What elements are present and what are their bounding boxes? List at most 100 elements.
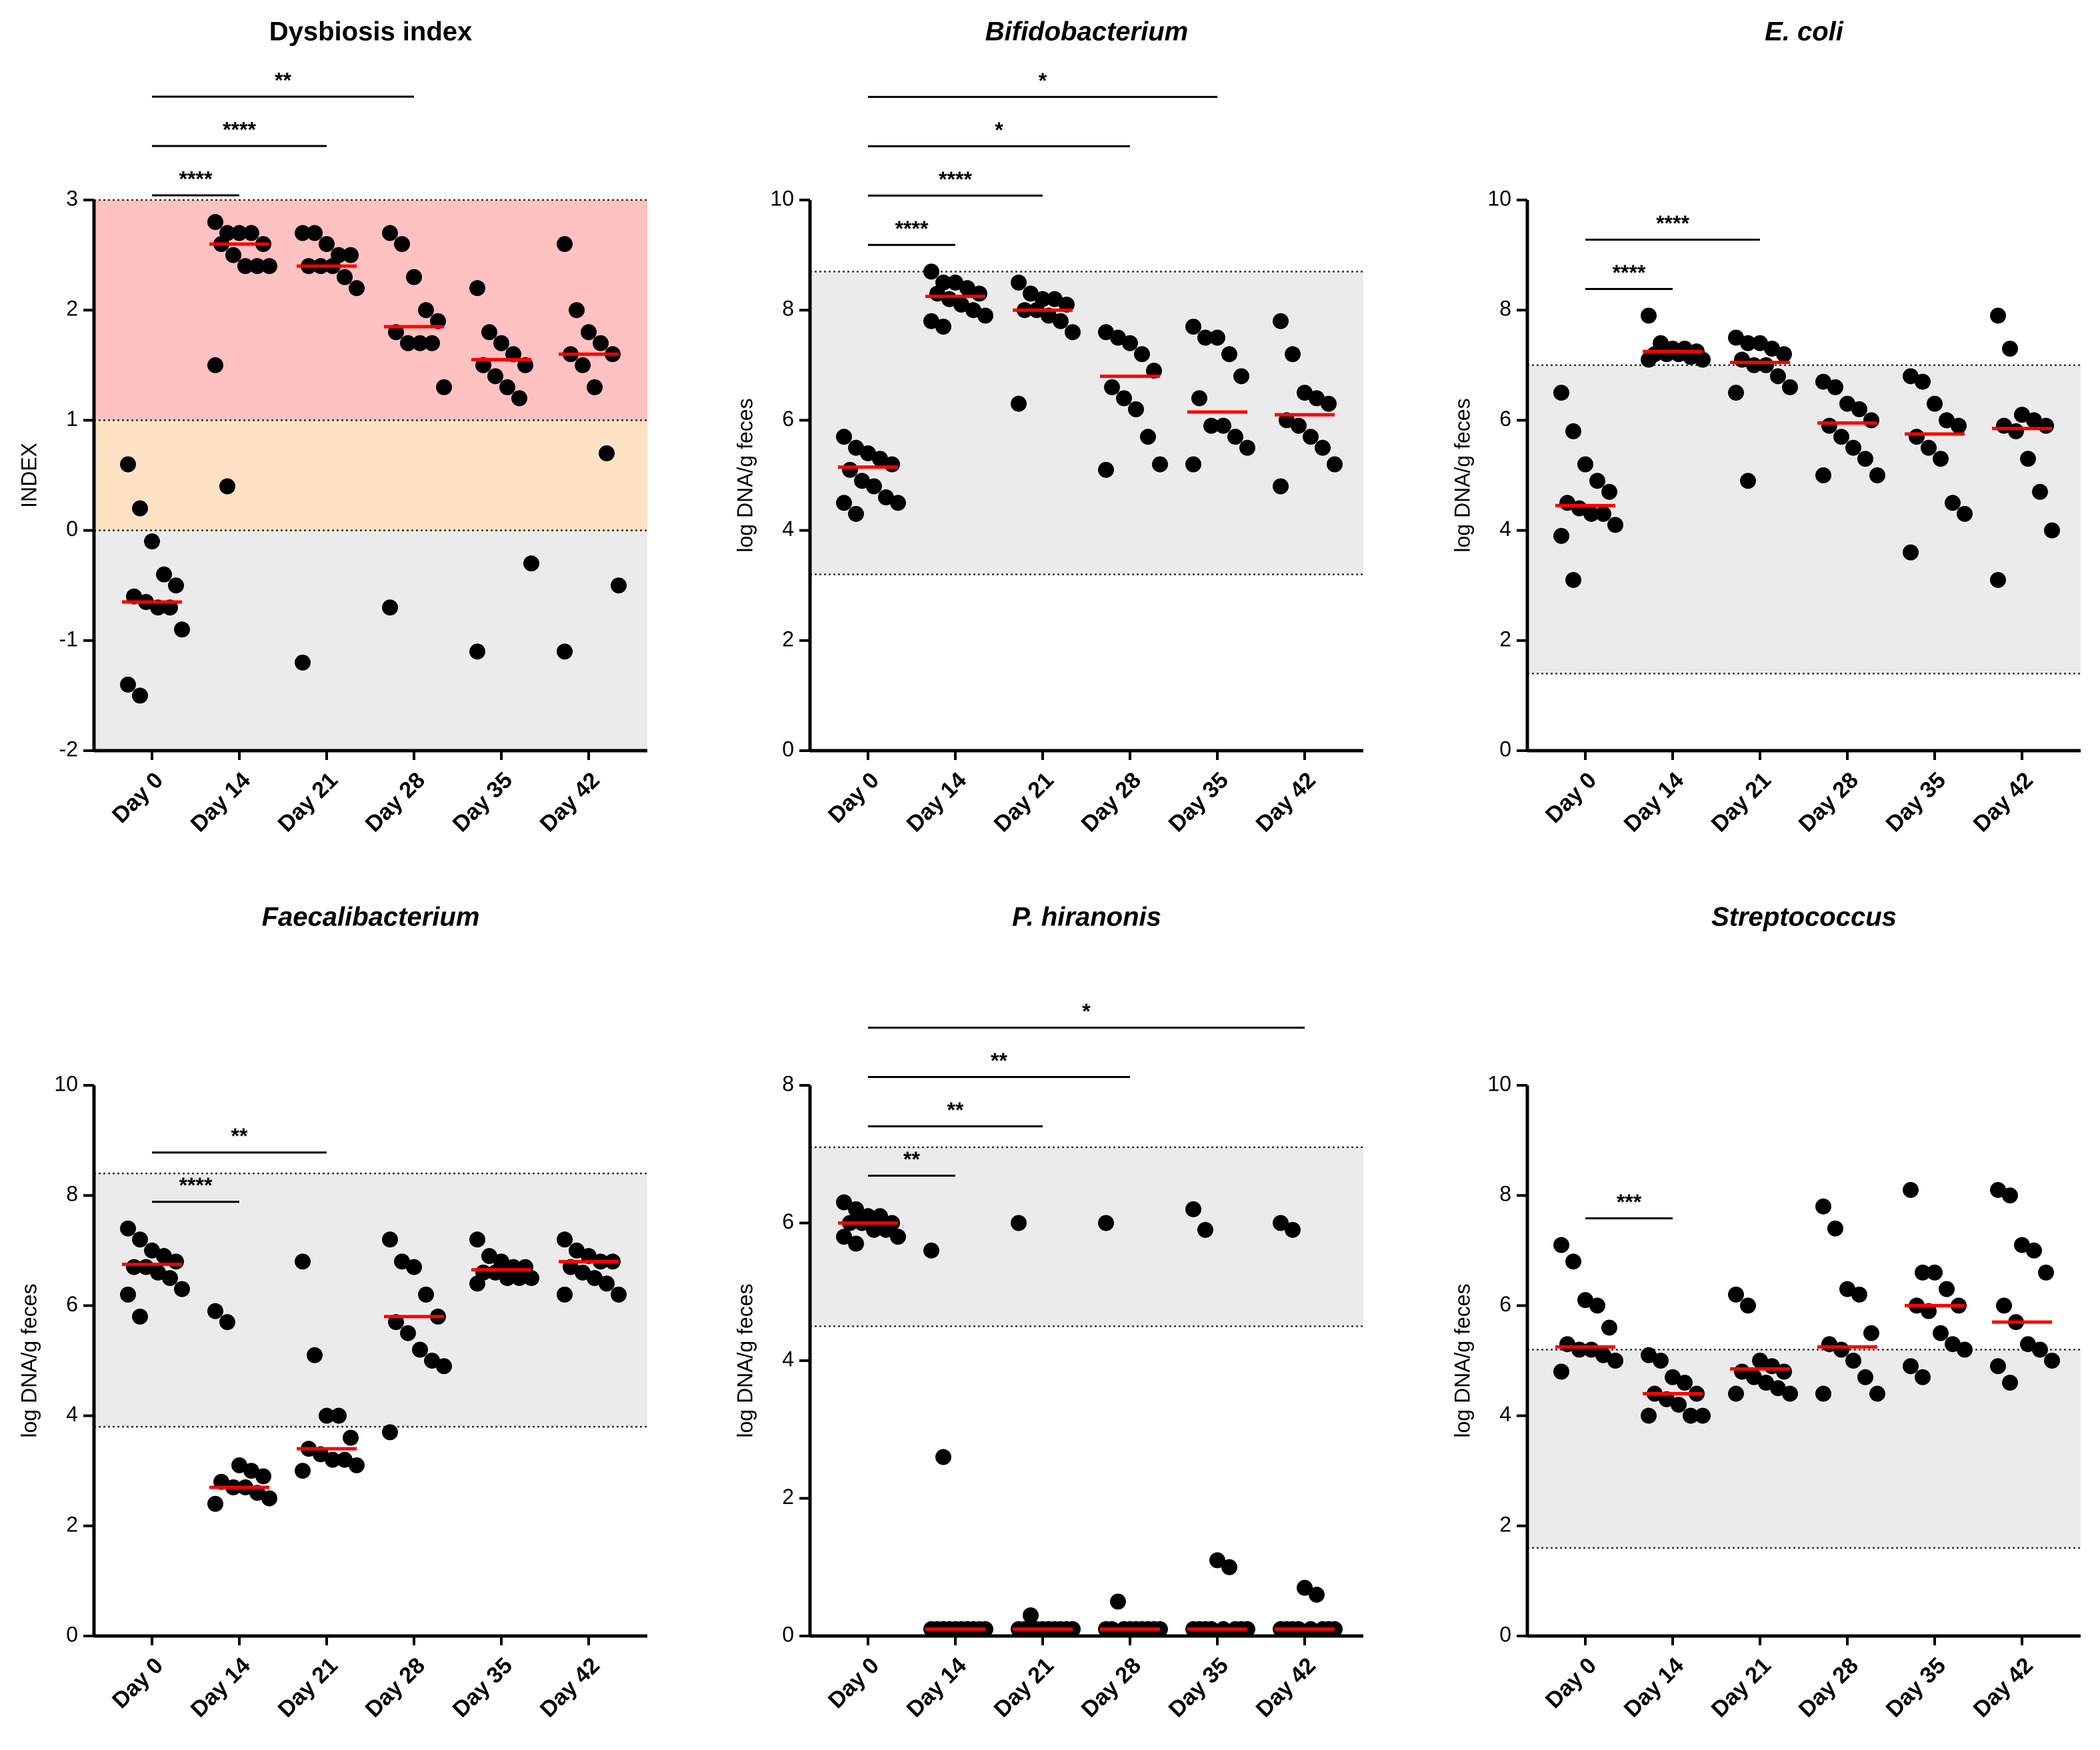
data-point — [331, 1407, 347, 1424]
data-point — [923, 313, 939, 329]
data-point — [523, 1270, 539, 1287]
significance-label: **** — [939, 167, 972, 191]
panel: P. hiranonis log DNA/g feces 0 2 4 6 8 Day 0 Day… — [733, 903, 1363, 1723]
x-tick-label: Day 0 — [1541, 767, 1601, 828]
data-point — [1821, 417, 1837, 434]
data-point — [231, 1457, 247, 1473]
data-point — [1221, 346, 1237, 363]
data-point — [418, 1286, 434, 1303]
data-point — [1273, 1215, 1289, 1231]
data-point — [207, 214, 223, 231]
data-point — [499, 1270, 515, 1287]
y-tick-label: 6 — [782, 407, 794, 431]
y-tick-label: 10 — [770, 186, 794, 210]
y-tick-label: 0 — [1499, 1622, 1511, 1646]
panel: Streptococcus log DNA/g feces 0 2 4 6 8 10 Day 0… — [1450, 903, 2081, 1723]
data-point — [1607, 1353, 1623, 1369]
data-point — [854, 473, 870, 489]
data-point — [965, 302, 981, 319]
y-tick-label: 2 — [782, 627, 794, 651]
data-point — [593, 335, 609, 351]
data-point — [1565, 571, 1581, 588]
data-point — [1197, 1221, 1213, 1238]
data-point — [1565, 1253, 1581, 1270]
y-tick-label: 0 — [66, 1622, 78, 1646]
data-point — [1641, 1347, 1657, 1363]
data-point — [599, 445, 615, 461]
reference-band — [1527, 1349, 2081, 1548]
y-tick-label: -1 — [59, 627, 78, 651]
significance-label: * — [1039, 69, 1047, 93]
data-point — [1671, 1397, 1687, 1413]
data-point — [1053, 313, 1069, 329]
data-point — [1827, 379, 1843, 395]
data-point — [1927, 1264, 1943, 1281]
data-point — [243, 1463, 259, 1479]
data-point — [1209, 329, 1225, 346]
data-point — [1023, 1607, 1039, 1624]
data-point — [1553, 527, 1569, 544]
data-point — [569, 1242, 585, 1259]
data-point — [1665, 1369, 1681, 1385]
data-point — [337, 1451, 353, 1468]
data-point — [219, 1314, 235, 1331]
data-point — [499, 379, 515, 395]
x-tick-label: Day 21 — [273, 767, 343, 837]
data-point — [2020, 451, 2036, 467]
x-tick-label: Day 0 — [1541, 1653, 1601, 1713]
data-point — [1128, 401, 1144, 417]
data-point — [325, 1451, 341, 1468]
data-point — [1740, 335, 1756, 351]
data-point — [319, 236, 335, 253]
significance-label: * — [995, 118, 1003, 142]
data-point — [1601, 483, 1617, 500]
data-point — [1315, 439, 1331, 456]
data-point — [481, 1248, 497, 1265]
data-point — [2020, 1336, 2036, 1353]
data-point — [2038, 1264, 2054, 1281]
data-point — [1589, 473, 1605, 489]
data-point — [1104, 379, 1120, 395]
y-tick-label: 2 — [66, 297, 78, 321]
data-point — [349, 1457, 365, 1473]
data-point — [1553, 385, 1569, 401]
y-tick-label: 10 — [1487, 186, 1511, 210]
data-point — [1758, 1375, 1774, 1391]
data-point — [1839, 1281, 1855, 1297]
data-point — [295, 1463, 311, 1479]
data-point — [1863, 412, 1879, 429]
data-point — [319, 1407, 335, 1424]
data-point — [1577, 1292, 1593, 1309]
y-tick-label: -2 — [59, 737, 78, 761]
data-point — [1239, 439, 1255, 456]
data-point — [337, 269, 353, 285]
data-point — [1321, 395, 1337, 412]
y-tick-label: 4 — [1499, 1402, 1511, 1426]
data-point — [599, 1275, 615, 1292]
x-tick-label: Day 28 — [1077, 1653, 1146, 1722]
data-point — [307, 225, 323, 241]
data-point — [207, 357, 223, 373]
data-point — [1695, 1407, 1711, 1424]
data-point — [557, 1286, 573, 1303]
data-point — [557, 236, 573, 253]
data-point — [1815, 1385, 1831, 1402]
data-point — [1677, 1375, 1693, 1391]
x-tick-label: Day 21 — [1707, 767, 1776, 837]
x-tick-label: Day 35 — [1164, 1653, 1233, 1722]
data-point — [1309, 390, 1325, 407]
data-point — [511, 390, 527, 407]
data-point — [2032, 483, 2048, 500]
data-point — [511, 1270, 527, 1287]
data-point — [884, 456, 900, 473]
data-point — [231, 225, 247, 241]
data-point — [1915, 1369, 1931, 1385]
x-tick-label: Day 14 — [1619, 767, 1689, 837]
y-tick-label: 0 — [782, 737, 794, 761]
data-point — [1903, 544, 1919, 561]
y-tick-label: 6 — [1499, 1292, 1511, 1316]
data-point — [2026, 1242, 2042, 1259]
data-point — [611, 577, 627, 594]
y-tick-label: 2 — [66, 1512, 78, 1536]
data-point — [150, 1264, 166, 1281]
